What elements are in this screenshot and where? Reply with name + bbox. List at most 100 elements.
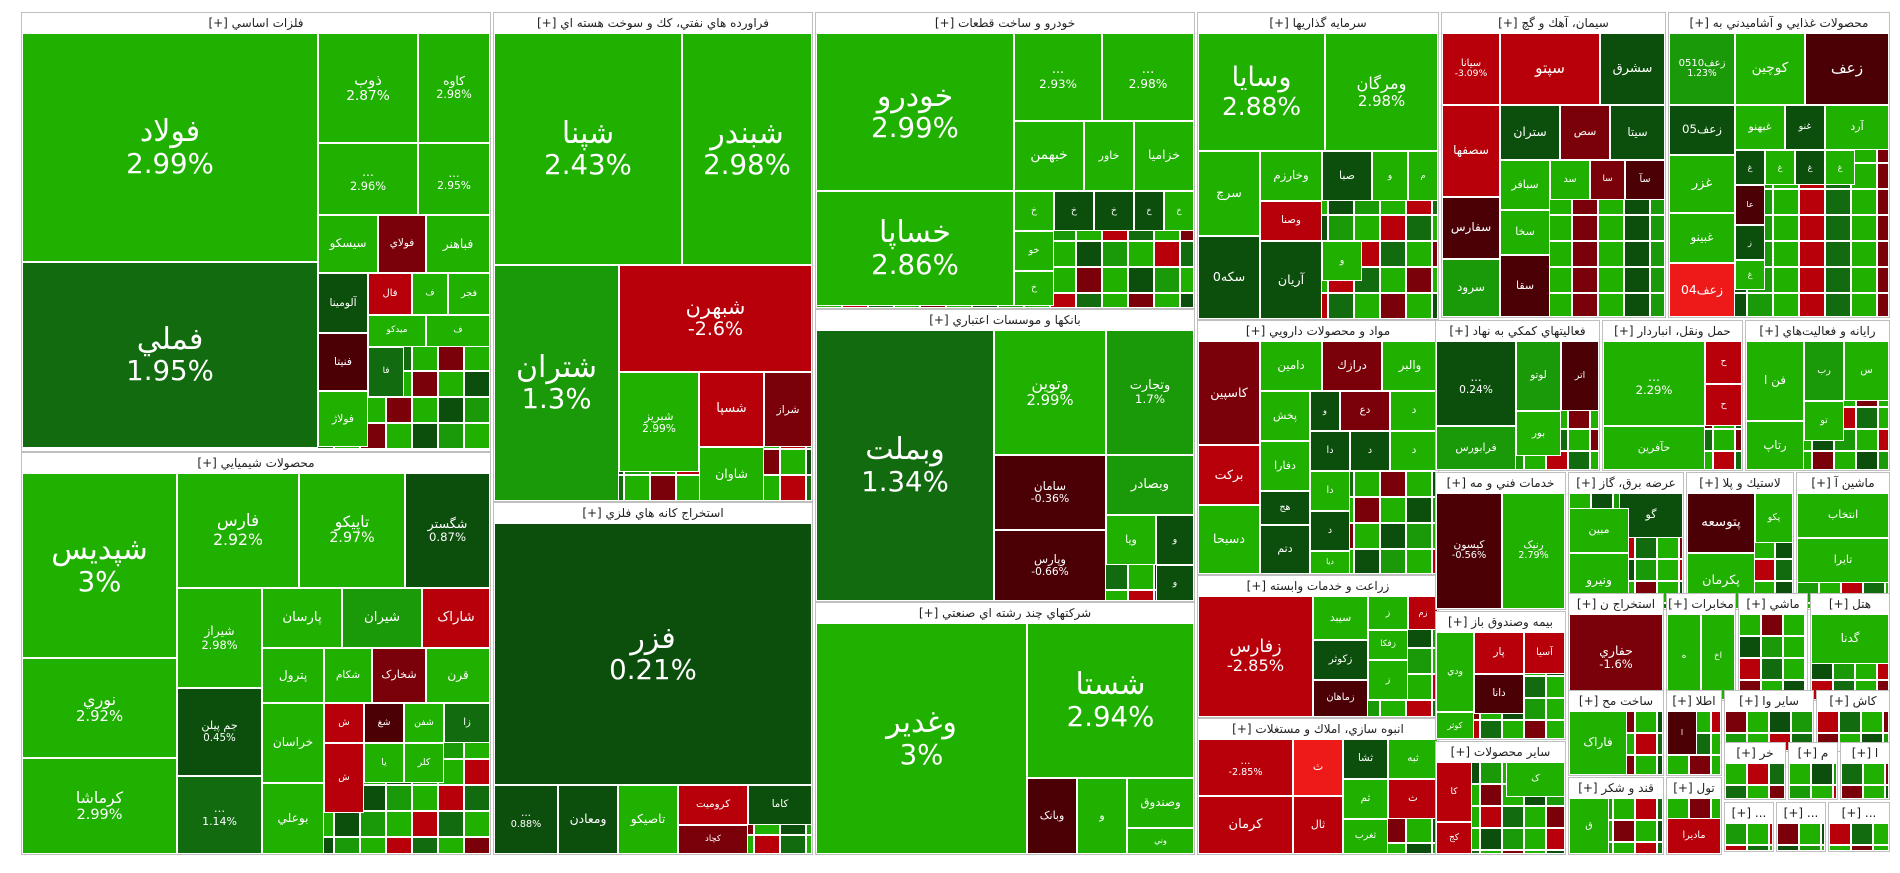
stock-tile[interactable]: ه	[1667, 614, 1701, 700]
treemap-cell[interactable]	[1406, 497, 1432, 523]
treemap-cell[interactable]	[1657, 733, 1663, 755]
treemap-cell[interactable]	[178, 449, 204, 451]
stock-tile[interactable]: ف	[412, 273, 448, 315]
treemap-cell[interactable]	[1856, 407, 1878, 429]
treemap-cell[interactable]	[1747, 823, 1769, 845]
treemap-cell[interactable]	[1380, 497, 1406, 523]
stock-tile[interactable]: فجر	[448, 273, 490, 315]
treemap-cell[interactable]	[1877, 241, 1889, 267]
treemap-cell[interactable]	[1825, 293, 1851, 317]
stock-tile[interactable]: سد	[1550, 160, 1590, 200]
stock-tile[interactable]: دتم	[1260, 525, 1310, 574]
stock-tile[interactable]: تو	[1804, 401, 1844, 441]
treemap-cell[interactable]	[464, 423, 490, 449]
treemap-cell[interactable]	[1773, 215, 1799, 241]
stock-tile[interactable]: برکت	[1198, 445, 1260, 505]
stock-tile[interactable]: زعف05	[1669, 105, 1735, 155]
stock-tile[interactable]: گدنا	[1811, 614, 1889, 664]
treemap-cell[interactable]	[1657, 711, 1663, 733]
treemap-cell[interactable]	[1624, 293, 1650, 317]
treemap-cell[interactable]	[1128, 590, 1154, 601]
treemap-cell[interactable]	[1811, 763, 1833, 785]
treemap-cell[interactable]	[412, 449, 438, 451]
stock-tile[interactable]: دانا	[1474, 674, 1524, 714]
stock-tile[interactable]: سآ	[1625, 160, 1665, 200]
sector-header[interactable]: بيمه وصندوق باز [+]	[1436, 612, 1565, 632]
treemap-cell[interactable]	[1546, 720, 1565, 739]
sector-header[interactable]: بانكها و موسسات اعتباري [+]	[816, 310, 1194, 330]
treemap-cell[interactable]	[1851, 293, 1877, 317]
sector-header[interactable]: اطلا [+]	[1667, 691, 1721, 711]
treemap-cell[interactable]	[1811, 785, 1833, 799]
treemap-cell[interactable]	[1546, 698, 1565, 720]
treemap-cell[interactable]	[412, 837, 438, 854]
treemap-cell[interactable]	[1354, 497, 1380, 523]
stock-tile[interactable]: کوثر	[1436, 712, 1474, 739]
treemap-cell[interactable]	[1624, 241, 1650, 267]
stock-tile[interactable]: ش	[324, 703, 364, 743]
stock-tile[interactable]: اتر	[1561, 341, 1599, 411]
stock-tile[interactable]: خ	[1094, 191, 1134, 231]
treemap-cell[interactable]	[1739, 636, 1761, 658]
stock-tile[interactable]: وخارزم	[1260, 151, 1322, 201]
treemap-cell[interactable]	[1799, 293, 1825, 317]
stock-tile[interactable]: وسايا 2.88%	[1198, 33, 1325, 151]
treemap-cell[interactable]	[1761, 658, 1783, 680]
treemap-cell[interactable]	[1769, 845, 1773, 851]
treemap-cell[interactable]	[464, 837, 490, 854]
treemap-cell[interactable]	[438, 785, 464, 811]
stock-tile[interactable]: ... 2.98%	[1102, 33, 1194, 121]
treemap-cell[interactable]	[1354, 293, 1380, 319]
treemap-cell[interactable]	[1590, 429, 1599, 451]
sector-header[interactable]: استخراج کانه هاي فلزي [+]	[494, 503, 812, 523]
treemap-cell[interactable]	[1524, 698, 1546, 720]
treemap-cell[interactable]	[1380, 700, 1406, 717]
treemap-cell[interactable]	[1851, 215, 1877, 241]
stock-tile[interactable]: هج	[1260, 491, 1310, 525]
treemap-cell[interactable]	[1775, 559, 1793, 581]
sector-header[interactable]: فعاليتهاي كمكي به نهاد [+]	[1436, 321, 1599, 341]
treemap-cell[interactable]	[1725, 823, 1747, 845]
treemap-cell[interactable]	[1635, 733, 1657, 755]
stock-tile[interactable]: ... 0.24%	[1436, 341, 1516, 426]
treemap-cell[interactable]	[1856, 429, 1878, 451]
sector-header[interactable]: ... [+]	[1725, 803, 1773, 823]
stock-tile[interactable]: شراز	[764, 372, 812, 447]
treemap-cell[interactable]	[1380, 241, 1406, 267]
sector-header[interactable]: کاش [+]	[1817, 691, 1889, 711]
treemap-cell[interactable]	[1747, 785, 1769, 799]
treemap-cell[interactable]	[152, 449, 178, 451]
treemap-cell[interactable]	[1783, 614, 1805, 636]
treemap-cell[interactable]	[386, 785, 412, 811]
stock-tile[interactable]: غ	[1795, 150, 1825, 185]
treemap-cell[interactable]	[1747, 763, 1769, 785]
stock-tile[interactable]: زفارس -2.85%	[1198, 596, 1313, 717]
treemap-cell[interactable]	[386, 397, 412, 423]
sector-header[interactable]: ا [+]	[1841, 743, 1889, 763]
treemap-cell[interactable]	[1747, 711, 1769, 733]
stock-tile[interactable]: ز	[1368, 596, 1408, 630]
treemap-cell[interactable]	[1180, 267, 1194, 293]
sector-header[interactable]: فراورده هاي نفتي، كك و سوخت هسته اي [+]	[494, 13, 812, 33]
stock-tile[interactable]: وصنا	[1260, 201, 1322, 241]
stock-tile[interactable]: زم	[1408, 596, 1438, 630]
treemap-cell[interactable]	[1406, 241, 1432, 267]
treemap-cell[interactable]	[1769, 785, 1785, 799]
stock-tile[interactable]: ح	[1705, 341, 1742, 384]
stock-tile[interactable]: ث	[1293, 739, 1343, 796]
stock-tile[interactable]: و	[1156, 565, 1194, 601]
stock-tile[interactable]: شستا 2.94%	[1027, 623, 1194, 778]
treemap-cell[interactable]	[1735, 451, 1742, 470]
treemap-cell[interactable]	[1773, 267, 1799, 293]
treemap-cell[interactable]	[1502, 806, 1524, 828]
stock-tile[interactable]: خو	[1014, 231, 1054, 271]
treemap-cell[interactable]	[22, 449, 48, 451]
stock-tile[interactable]: ومرگان 2.98%	[1325, 33, 1438, 151]
sector-header[interactable]: ... [+]	[1829, 803, 1889, 823]
treemap-cell[interactable]	[1711, 711, 1721, 733]
stock-tile[interactable]: غ	[1735, 150, 1765, 185]
stock-tile[interactable]: عا	[1735, 185, 1765, 225]
sector-header[interactable]: محصولات غذايي و آشاميدني به [+]	[1669, 13, 1889, 33]
treemap-cell[interactable]	[1380, 523, 1406, 549]
stock-tile[interactable]: بور	[1516, 411, 1561, 456]
